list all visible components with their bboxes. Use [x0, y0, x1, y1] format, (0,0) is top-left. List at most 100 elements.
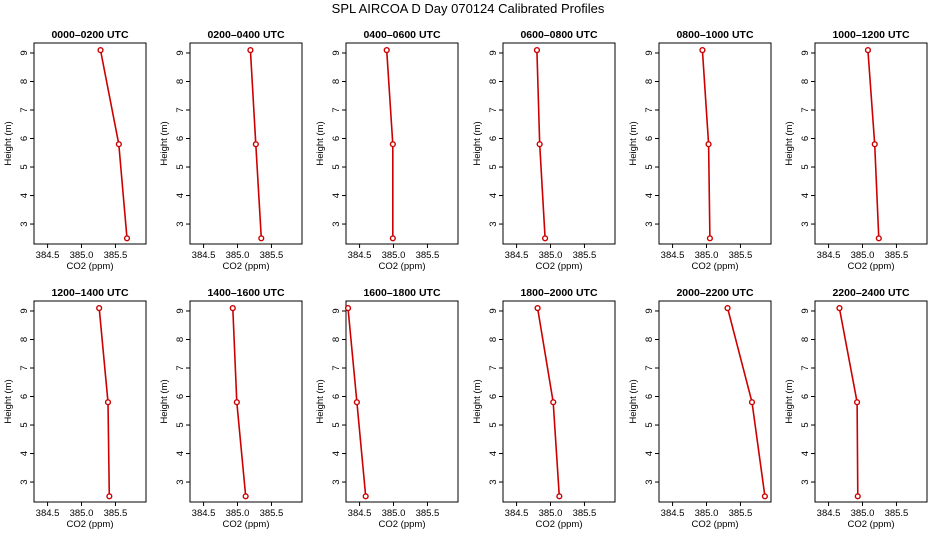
y-tick-label: 9: [488, 308, 499, 313]
x-axis-label: CO2 (ppm): [67, 261, 114, 272]
y-tick-label: 8: [800, 79, 811, 84]
x-tick-label: 384.5: [661, 250, 685, 261]
y-tick-label: 4: [800, 193, 811, 198]
y-tick-label: 8: [488, 79, 499, 84]
y-tick-label: 4: [488, 193, 499, 198]
data-point: [123, 235, 131, 242]
x-tick-label: 384.5: [192, 250, 216, 261]
data-point: [233, 399, 240, 406]
y-tick-label: 5: [175, 164, 186, 169]
y-tick-label: 8: [644, 337, 655, 342]
y-axis-label: Height (m): [315, 121, 326, 165]
y-tick-label: 7: [644, 107, 655, 112]
plot-frame: [658, 42, 772, 245]
y-tick-label: 7: [800, 365, 811, 370]
x-tick-label: 385.5: [885, 508, 909, 519]
y-tick-label: 5: [644, 422, 655, 427]
y-tick-label: 9: [19, 50, 30, 55]
plot-frame: [33, 300, 147, 503]
x-tick-label: 385.0: [382, 508, 406, 519]
y-tick-label: 5: [800, 164, 811, 169]
plot-frame: [189, 300, 303, 503]
y-tick-label: 7: [331, 365, 342, 370]
y-axis-label: Height (m): [472, 121, 483, 165]
y-tick-label: 9: [644, 50, 655, 55]
panel-title: 1400–1600 UTC: [207, 287, 284, 299]
panel: 1800–2000 UTC 384.5 385.0 385.5 3 4 5 6 7 8 9 CO2 (…: [472, 287, 616, 530]
data-point: [534, 305, 541, 312]
plot-frame: [814, 42, 928, 245]
x-tick-label: 384.5: [817, 250, 841, 261]
y-tick-label: 4: [488, 451, 499, 456]
panel: 0400–0600 UTC 384.5 385.0 385.5 3 4 5 6 7 8 9 CO2 (…: [315, 29, 459, 272]
data-point: [389, 235, 396, 242]
x-axis-label: CO2 (ppm): [223, 261, 270, 272]
y-tick-label: 4: [331, 193, 342, 198]
y-tick-label: 6: [488, 136, 499, 141]
data-point: [706, 235, 714, 242]
x-tick-label: 384.5: [192, 508, 216, 519]
profile-line: [726, 307, 766, 497]
x-axis-label: CO2 (ppm): [848, 261, 895, 272]
x-tick-label: 385.0: [539, 508, 563, 519]
y-tick-label: 3: [331, 221, 342, 226]
y-tick-label: 7: [644, 365, 655, 370]
y-axis-label: Height (m): [784, 379, 795, 423]
data-point: [106, 493, 113, 500]
y-tick-label: 8: [800, 337, 811, 342]
y-tick-label: 6: [175, 394, 186, 399]
y-tick-label: 5: [488, 164, 499, 169]
plot-frame: [814, 300, 928, 503]
y-tick-label: 3: [19, 221, 30, 226]
data-point: [875, 235, 882, 242]
x-tick-label: 385.5: [416, 508, 440, 519]
y-tick-label: 3: [800, 479, 811, 484]
y-tick-label: 4: [19, 451, 30, 456]
y-tick-label: 4: [800, 451, 811, 456]
x-tick-label: 384.5: [348, 508, 372, 519]
panel-title: 1200–1400 UTC: [51, 287, 128, 299]
y-tick-label: 9: [331, 50, 342, 55]
x-tick-label: 384.5: [348, 250, 372, 261]
y-tick-label: 7: [488, 365, 499, 370]
panel: 2000–2200 UTC 384.5 385.0 385.5 3 4 5 6 7 8 9 CO2 (…: [628, 287, 772, 530]
data-point: [748, 399, 756, 406]
y-tick-label: 3: [19, 479, 30, 484]
plot-frame: [345, 300, 459, 503]
x-tick-label: 384.5: [505, 250, 529, 261]
plot-frame: [502, 42, 616, 245]
y-tick-label: 9: [175, 308, 186, 313]
y-tick-label: 6: [331, 136, 342, 141]
x-axis-label: CO2 (ppm): [223, 519, 270, 530]
x-tick-label: 385.5: [104, 508, 128, 519]
y-tick-label: 6: [800, 136, 811, 141]
y-tick-label: 5: [19, 164, 30, 169]
y-axis-label: Height (m): [628, 121, 639, 165]
x-tick-label: 385.0: [226, 250, 250, 261]
x-axis-label: CO2 (ppm): [536, 519, 583, 530]
x-tick-label: 385.5: [885, 250, 909, 261]
y-tick-label: 6: [175, 136, 186, 141]
y-tick-label: 6: [19, 136, 30, 141]
data-point: [550, 399, 557, 406]
panel: 0000–0200 UTC 384.5 385.0 385.5 3 4 5 6 7 8 9 CO2 (…: [3, 29, 147, 272]
x-tick-label: 385.0: [226, 508, 250, 519]
y-tick-label: 3: [644, 221, 655, 226]
y-tick-label: 3: [644, 479, 655, 484]
y-tick-label: 6: [800, 394, 811, 399]
x-tick-label: 385.5: [729, 250, 753, 261]
data-point: [104, 399, 112, 406]
y-tick-label: 5: [331, 422, 342, 427]
y-tick-label: 8: [488, 337, 499, 342]
y-tick-label: 8: [331, 79, 342, 84]
y-tick-label: 7: [800, 107, 811, 112]
x-tick-label: 385.5: [573, 250, 597, 261]
y-axis-label: Height (m): [628, 379, 639, 423]
panel: 1400–1600 UTC 384.5 385.0 385.5 3 4 5 6 7 8 9 CO2 (…: [159, 287, 303, 530]
y-tick-label: 5: [644, 164, 655, 169]
panel: 1200–1400 UTC 384.5 385.0 385.5 3 4 5 6 7 8 9 CO2 (…: [3, 287, 147, 530]
data-point: [724, 305, 731, 312]
data-point: [541, 235, 549, 242]
y-tick-label: 9: [644, 308, 655, 313]
